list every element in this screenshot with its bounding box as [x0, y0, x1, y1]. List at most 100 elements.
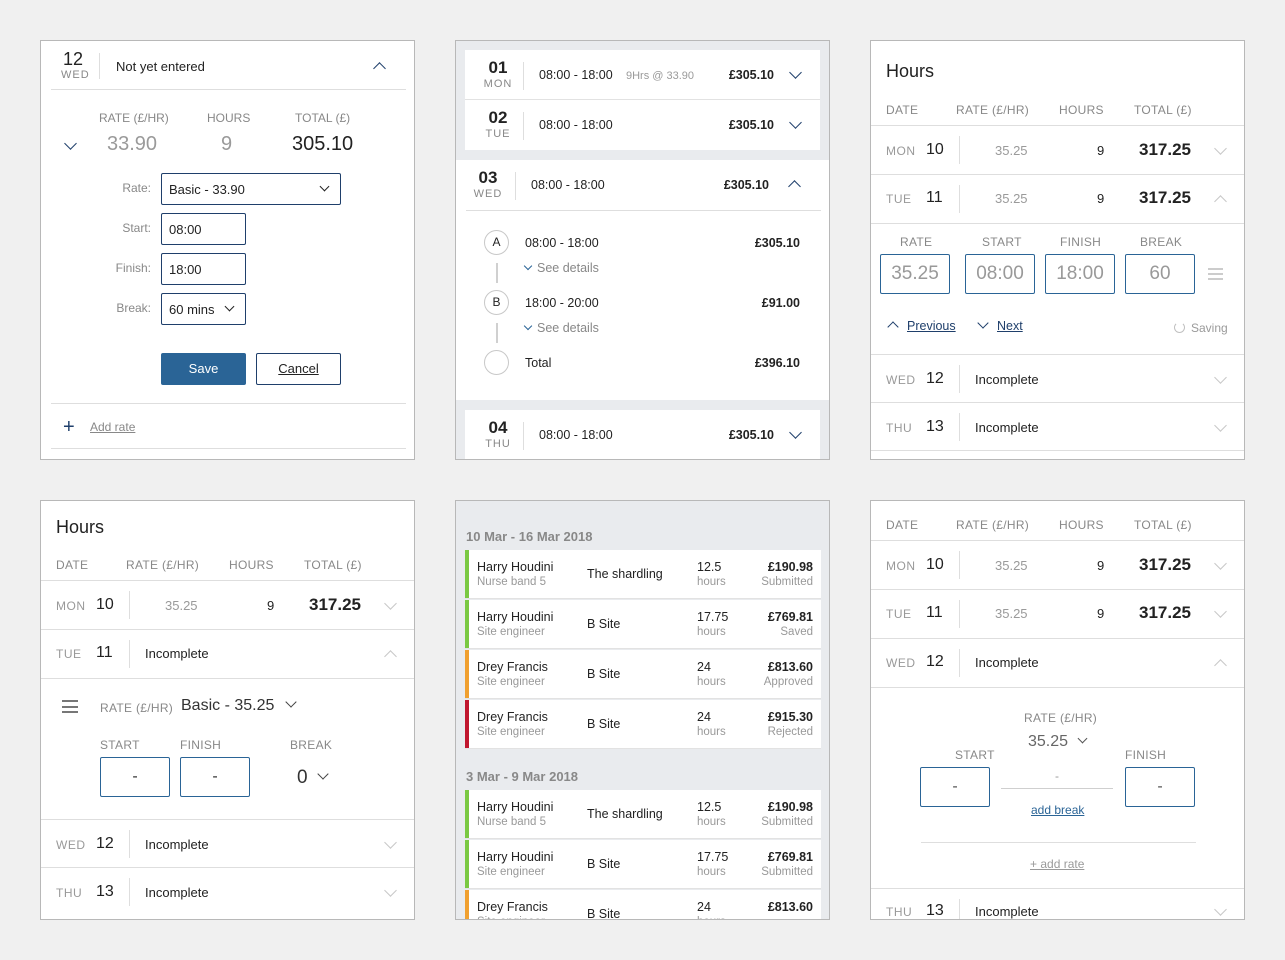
chevron-down-icon[interactable]: [1214, 142, 1227, 155]
drag-handle-icon[interactable]: [1208, 268, 1223, 280]
chevron-down-icon[interactable]: [789, 116, 802, 129]
table-row[interactable]: WED 12 Incomplete: [871, 355, 1244, 403]
amount-value: £813.60: [767, 900, 813, 914]
day-number: 04: [488, 418, 508, 437]
row-day: 13: [926, 418, 944, 435]
chevron-down-icon: [224, 301, 235, 312]
finish-input[interactable]: -: [180, 757, 250, 797]
see-details-label: See details: [537, 321, 599, 335]
see-details-link[interactable]: See details: [523, 321, 599, 335]
collapse-icon[interactable]: [384, 650, 397, 663]
row-rate: 35.25: [995, 143, 1028, 158]
worker-name: Drey Francis: [477, 900, 548, 914]
finish-input[interactable]: -: [1125, 767, 1195, 807]
total-header: TOTAL (£): [1134, 518, 1192, 532]
worker-name: Drey Francis: [477, 660, 548, 674]
chevron-down-icon[interactable]: [789, 66, 802, 79]
drag-handle-icon[interactable]: [62, 700, 78, 713]
table-row[interactable]: MON 10 35.25 9 317.25: [871, 126, 1244, 174]
rate-label: RATE (£/HR): [1024, 711, 1098, 725]
table-row[interactable]: THU 13 Incomplete: [871, 889, 1244, 919]
rate-select[interactable]: Basic - 33.90: [161, 173, 341, 205]
add-rate-link[interactable]: Add rate: [90, 420, 136, 434]
day-row[interactable]: 04 THU 08:00 - 18:00 £305.10: [465, 410, 820, 459]
table-row[interactable]: MON 10 35.25 9 317.25: [41, 581, 414, 629]
start-input[interactable]: 08:00: [965, 254, 1035, 294]
day-of-week: TUE: [485, 128, 511, 140]
collapse-icon[interactable]: [1214, 195, 1227, 208]
finish-input[interactable]: 18:00: [1045, 254, 1115, 294]
table-row[interactable]: THU 13 Incomplete: [41, 868, 414, 916]
day-row[interactable]: 02 TUE 08:00 - 18:00 £305.10: [465, 100, 820, 150]
rate-input[interactable]: 35.25: [880, 254, 950, 294]
status-badge: Submitted: [761, 816, 813, 828]
collapse-icon[interactable]: [788, 180, 801, 193]
date-header: DATE: [886, 518, 919, 532]
row-total: 317.25: [1139, 603, 1191, 622]
timesheet-row[interactable]: Harry Houdini Site engineer B Site 17.75 hou…: [465, 600, 821, 649]
timesheet-row[interactable]: Drey Francis Site engineer B Site 24 hours £9…: [465, 700, 821, 749]
table-row[interactable]: THU 13 Incomplete: [871, 403, 1244, 451]
day-number: 12: [63, 49, 84, 69]
save-button[interactable]: Save: [161, 353, 246, 385]
row-dow: TUE: [886, 607, 912, 621]
collapse-icon[interactable]: [373, 62, 386, 75]
amount-value: £915.30: [767, 710, 813, 724]
break-select[interactable]: 60 mins: [161, 293, 246, 325]
next-button[interactable]: Next: [977, 317, 1023, 333]
break-input[interactable]: 60: [1125, 254, 1195, 294]
rate-value: 33.90: [107, 133, 158, 155]
row-total: 317.25: [1139, 188, 1191, 207]
hours-value: 24: [697, 710, 711, 724]
chevron-down-icon[interactable]: [1214, 371, 1227, 384]
chevron-down-icon[interactable]: [384, 597, 397, 610]
amount-value: £190.98: [767, 560, 813, 574]
rate-header: RATE (£/HR): [956, 518, 1030, 532]
table-row[interactable]: WED 12 Incomplete: [41, 820, 414, 868]
timesheet-row[interactable]: Harry Houdini Nurse band 5 The shardling 12…: [465, 790, 821, 839]
table-row[interactable]: TUE 11 35.25 9 317.25: [871, 175, 1244, 223]
collapse-icon[interactable]: [1214, 659, 1227, 672]
chevron-down-icon: [523, 321, 533, 331]
chevron-down-icon[interactable]: [1214, 557, 1227, 570]
start-input[interactable]: -: [100, 757, 170, 797]
rate-select[interactable]: Basic - 35.25: [181, 696, 297, 715]
chevron-down-icon[interactable]: [1214, 605, 1227, 618]
worker-role: Nurse band 5: [477, 576, 547, 588]
row-hours: 9: [267, 598, 275, 613]
start-input[interactable]: 08:00: [161, 213, 246, 245]
see-details-link[interactable]: See details: [523, 261, 599, 275]
day-of-week: THU: [485, 438, 511, 450]
day-row[interactable]: 01 MON 08:00 - 18:00 9Hrs @ 33.90 £305.1…: [465, 50, 820, 100]
chevron-down-icon[interactable]: [1214, 419, 1227, 432]
timesheet-row[interactable]: Harry Houdini Nurse band 5 The shardling 12…: [465, 550, 821, 599]
shift-a-amount: £305.10: [754, 236, 800, 250]
chevron-down-icon[interactable]: [1214, 903, 1227, 916]
previous-button[interactable]: Previous: [887, 319, 956, 333]
rate-select[interactable]: 35.25: [1028, 733, 1087, 751]
plus-icon[interactable]: +: [63, 416, 75, 438]
chevron-down-icon[interactable]: [64, 137, 77, 150]
table-row[interactable]: MON 10 35.25 9 317.25: [871, 541, 1244, 589]
shift-amount: £305.10: [728, 118, 774, 132]
chevron-down-icon[interactable]: [789, 426, 802, 439]
timesheet-row[interactable]: Drey Francis Site engineer B Site 24 hours £8…: [465, 890, 821, 919]
break-select[interactable]: 0: [297, 767, 329, 789]
timesheet-row[interactable]: Drey Francis Site engineer B Site 24 hours £8…: [465, 650, 821, 699]
hours-header: HOURS: [1059, 103, 1104, 117]
finish-input[interactable]: 18:00: [161, 253, 246, 285]
site-name: B Site: [587, 857, 621, 871]
status-badge: Submitted: [761, 866, 813, 878]
hours-value: 24: [697, 900, 711, 914]
table-row[interactable]: TUE 11 Incomplete: [41, 630, 414, 678]
add-rate-link[interactable]: + add rate: [1030, 857, 1085, 871]
table-row[interactable]: WED 12 Incomplete: [871, 639, 1244, 687]
start-input[interactable]: -: [920, 767, 990, 807]
timesheet-row[interactable]: Harry Houdini Site engineer B Site 17.75 hou…: [465, 840, 821, 889]
hours-unit: hours: [697, 576, 726, 588]
add-break-link[interactable]: add break: [1031, 803, 1085, 817]
chevron-down-icon[interactable]: [384, 836, 397, 849]
cancel-button[interactable]: Cancel: [256, 353, 341, 385]
chevron-down-icon[interactable]: [384, 884, 397, 897]
table-row[interactable]: TUE 11 35.25 9 317.25: [871, 590, 1244, 638]
